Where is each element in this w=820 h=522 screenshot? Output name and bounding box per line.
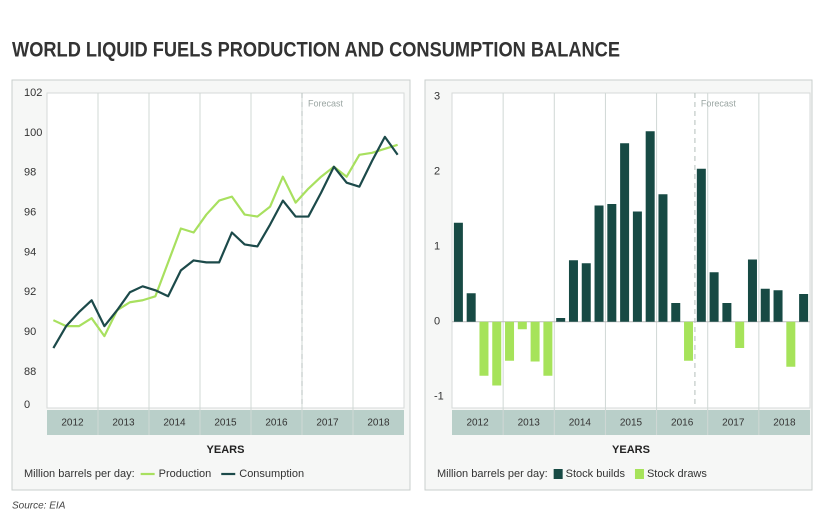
x-tick-label: 2018	[773, 418, 796, 429]
y-tick-label: 88	[24, 366, 36, 378]
x-tick-label: 2016	[265, 418, 288, 429]
bar	[735, 321, 745, 348]
y-tick-label: 94	[24, 246, 36, 258]
bar	[556, 318, 566, 322]
bar	[581, 263, 591, 322]
y-tick-label: 102	[24, 87, 42, 99]
y-tick-label: 3	[434, 91, 440, 103]
bar	[747, 259, 757, 322]
y-tick-label: 96	[24, 206, 36, 218]
x-tick-label: 2012	[466, 418, 489, 429]
bar	[645, 131, 655, 322]
bar	[684, 321, 694, 361]
y-tick-label: 98	[24, 167, 36, 179]
bar	[786, 321, 796, 367]
bar	[760, 288, 770, 322]
bar	[543, 321, 553, 376]
x-axis-title: YEARS	[612, 444, 650, 456]
bar	[492, 321, 502, 386]
legend-label: Production	[159, 468, 212, 480]
bar	[505, 321, 515, 361]
legend-swatch	[634, 469, 644, 479]
series-line	[52, 135, 399, 349]
y-tick-label: 2	[434, 166, 440, 178]
y-tick-label: 100	[24, 127, 42, 139]
bar	[773, 290, 783, 322]
year-band	[452, 410, 810, 435]
bar	[568, 260, 578, 322]
bar	[722, 303, 732, 322]
legend-title: Million barrels per day:	[437, 468, 548, 480]
x-axis-title: YEARS	[207, 444, 245, 456]
x-tick-label: 2017	[316, 418, 339, 429]
chart-title: WORLD LIQUID FUELS PRODUCTION AND CONSUM…	[12, 39, 620, 62]
bar	[517, 321, 527, 330]
bar	[620, 143, 630, 322]
legend-label: Stock draws	[647, 468, 707, 480]
y-tick-label: 0	[434, 316, 440, 328]
y-tick-label: 90	[24, 326, 36, 338]
x-tick-label: 2017	[722, 418, 745, 429]
bar	[632, 211, 642, 322]
y-tick-label: 0	[24, 399, 30, 411]
x-tick-label: 2013	[112, 418, 135, 429]
x-tick-label: 2015	[214, 418, 237, 429]
bar	[709, 272, 719, 322]
x-tick-label: 2016	[671, 418, 694, 429]
year-band	[47, 410, 404, 435]
y-tick-label: 92	[24, 286, 36, 298]
bar	[530, 321, 540, 362]
bar	[671, 303, 681, 322]
plot-area	[46, 92, 405, 409]
x-tick-label: 2013	[518, 418, 541, 429]
x-tick-label: 2014	[163, 418, 186, 429]
forecast-label: Forecast	[308, 98, 344, 108]
bar	[479, 321, 489, 376]
x-tick-label: 2012	[61, 418, 84, 429]
legend-label: Stock builds	[566, 468, 626, 480]
x-tick-label: 2014	[569, 418, 592, 429]
bar	[799, 294, 809, 322]
legend-swatch	[553, 469, 563, 479]
bar	[696, 168, 706, 322]
y-tick-label: 1	[434, 241, 440, 253]
bar	[453, 222, 463, 322]
series-line	[52, 143, 398, 338]
legend-title: Million barrels per day:	[24, 468, 135, 480]
source-note: Source: EIA	[12, 501, 66, 512]
bar	[594, 205, 604, 322]
x-tick-label: 2015	[620, 418, 643, 429]
legend-label: Consumption	[239, 468, 304, 480]
forecast-label: Forecast	[701, 98, 737, 108]
x-tick-label: 2018	[367, 418, 390, 429]
bar	[466, 293, 476, 322]
bar	[607, 204, 617, 322]
y-tick-label: -1	[434, 391, 444, 403]
bar	[658, 194, 668, 322]
